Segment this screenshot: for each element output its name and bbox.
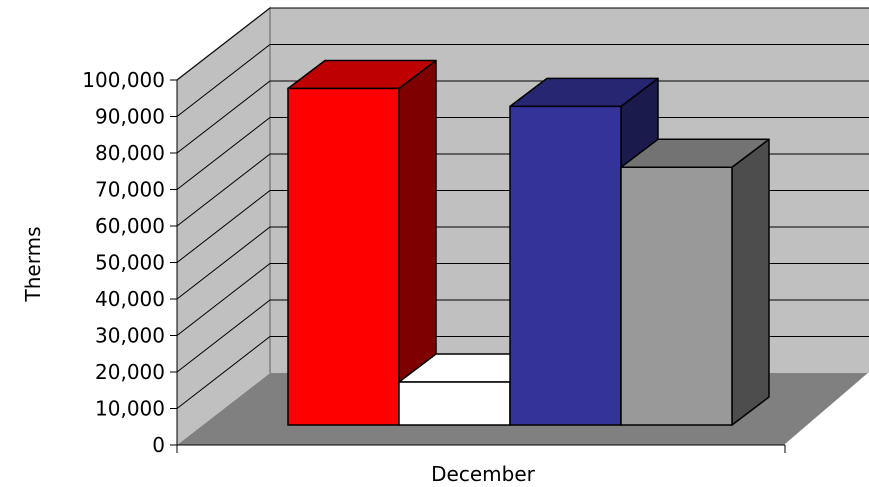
gridline [176, 44, 869, 117]
bar-front [509, 105, 622, 426]
bar-front [287, 87, 400, 426]
bar-4 [620, 138, 770, 426]
bar-front [620, 166, 733, 426]
bar-front [398, 381, 511, 426]
y-tick-label: 50,000 [95, 251, 165, 275]
bar-1 [287, 59, 437, 426]
y-tick-label: 0 [152, 433, 165, 457]
bar-side [731, 138, 770, 426]
y-tick-label: 80,000 [95, 141, 165, 165]
y-tick-label: 60,000 [95, 214, 165, 238]
floor-edge [784, 372, 869, 446]
axes [170, 79, 786, 453]
y-tick-label: 100,000 [82, 68, 165, 92]
gridline [176, 117, 869, 190]
y-tick-labels: 0 10,000 20,000 30,000 40,000 50,000 60,000 70,… [82, 68, 165, 457]
y-tick-label: 30,000 [95, 324, 165, 348]
y-tick-label: 20,000 [95, 360, 165, 384]
gridline [176, 80, 869, 154]
y-tick-label: 40,000 [95, 287, 165, 311]
bars [287, 59, 770, 426]
x-tick-label: December [431, 462, 535, 486]
gridline [176, 7, 869, 81]
y-tick-label: 10,000 [95, 397, 165, 421]
y-axis-title: Therms [21, 227, 45, 303]
y-tick-label: 90,000 [95, 105, 165, 129]
x-tick-labels: December [431, 462, 535, 486]
y-tick-label: 70,000 [95, 178, 165, 202]
